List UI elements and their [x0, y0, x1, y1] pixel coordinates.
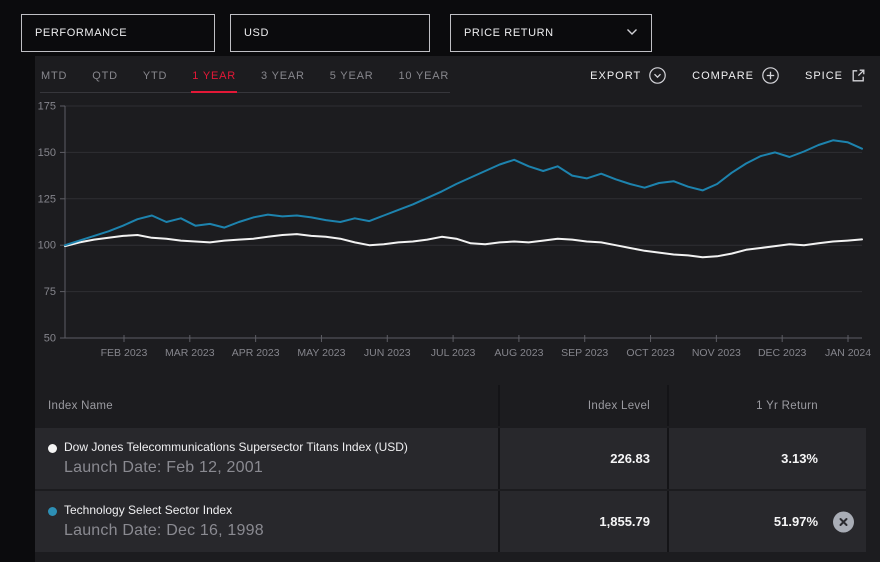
- svg-text:75: 75: [44, 286, 56, 298]
- return-type-label: PRICE RETURN: [464, 27, 554, 39]
- spice-button[interactable]: SPICE: [805, 68, 866, 83]
- table-row-technology-select: Technology Select Sector Index Launch Da…: [35, 491, 866, 552]
- performance-chart[interactable]: 175 150 125 100 75 50 FEB 2023 MAR 2023 APR 2023…: [35, 100, 866, 364]
- launch-date: Launch Date: Feb 12, 2001: [64, 459, 498, 477]
- svg-text:MAY 2023: MAY 2023: [297, 347, 345, 359]
- series-dot-blue: [48, 507, 57, 516]
- tab-3-year[interactable]: 3 YEAR: [260, 66, 306, 93]
- performance-page: PERFORMANCE USD PRICE RETURN MTD QTD YTD…: [0, 0, 880, 562]
- launch-date: Launch Date: Dec 16, 1998: [64, 522, 498, 540]
- svg-text:100: 100: [38, 240, 56, 252]
- index-name: Technology Select Sector Index: [64, 503, 498, 517]
- return-value: 3.13%: [781, 451, 818, 466]
- return-value: 51.97%: [774, 514, 818, 529]
- performance-chart-svg[interactable]: 175 150 125 100 75 50 FEB 2023 MAR 2023 APR 2023…: [35, 100, 866, 364]
- index-table-header: Index Name Index Level 1 Yr Return: [35, 385, 866, 426]
- svg-text:JUL 2023: JUL 2023: [431, 347, 476, 359]
- spice-label: SPICE: [805, 70, 843, 82]
- period-tab-list: MTD QTD YTD 1 YEAR 3 YEAR 5 YEAR 10 YEAR: [40, 66, 450, 93]
- export-chevron-circle-icon: [649, 67, 666, 84]
- svg-text:OCT 2023: OCT 2023: [626, 347, 674, 359]
- period-tabs-row: MTD QTD YTD 1 YEAR 3 YEAR 5 YEAR 10 YEAR…: [40, 66, 866, 93]
- external-link-icon: [851, 68, 866, 83]
- svg-text:APR 2023: APR 2023: [232, 347, 280, 359]
- compare-label: COMPARE: [692, 70, 754, 82]
- svg-text:FEB 2023: FEB 2023: [101, 347, 148, 359]
- performance-filter-label: PERFORMANCE: [35, 27, 127, 39]
- tab-mtd[interactable]: MTD: [40, 66, 68, 93]
- svg-text:NOV 2023: NOV 2023: [692, 347, 741, 359]
- performance-filter-dropdown[interactable]: PERFORMANCE: [21, 14, 215, 52]
- column-header-index-level: Index Level: [498, 385, 667, 426]
- tab-qtd[interactable]: QTD: [91, 66, 119, 93]
- index-level-value: 1,855.79: [498, 491, 667, 552]
- export-label: EXPORT: [590, 70, 641, 82]
- index-level-value: 226.83: [498, 428, 667, 489]
- index-name: Dow Jones Telecommunications Supersector…: [64, 440, 498, 454]
- svg-text:JUN 2023: JUN 2023: [364, 347, 411, 359]
- svg-text:AUG 2023: AUG 2023: [494, 347, 543, 359]
- svg-text:150: 150: [38, 147, 56, 159]
- svg-text:125: 125: [38, 193, 56, 205]
- table-row-dow-jones-telecom: Dow Jones Telecommunications Supersector…: [35, 428, 866, 489]
- remove-index-button[interactable]: [833, 511, 854, 532]
- chart-actions: EXPORT COMPARE SPICE: [590, 67, 866, 93]
- chart-panel: MTD QTD YTD 1 YEAR 3 YEAR 5 YEAR 10 YEAR…: [35, 56, 880, 562]
- currency-filter-dropdown[interactable]: USD: [230, 14, 430, 52]
- compare-plus-circle-icon: [762, 67, 779, 84]
- column-header-1yr-return: 1 Yr Return: [667, 385, 866, 426]
- series-dot-white: [48, 444, 57, 453]
- compare-button[interactable]: COMPARE: [692, 67, 779, 84]
- svg-text:MAR 2023: MAR 2023: [165, 347, 215, 359]
- svg-text:JAN 2024: JAN 2024: [825, 347, 871, 359]
- tab-ytd[interactable]: YTD: [142, 66, 168, 93]
- svg-text:175: 175: [38, 101, 56, 113]
- currency-filter-label: USD: [244, 27, 269, 39]
- tab-5-year[interactable]: 5 YEAR: [329, 66, 375, 93]
- tab-10-year[interactable]: 10 YEAR: [397, 66, 450, 93]
- column-header-index-name: Index Name: [35, 385, 498, 426]
- svg-text:50: 50: [44, 333, 56, 345]
- index-table: Index Name Index Level 1 Yr Return Dow J…: [35, 385, 866, 554]
- tab-1-year[interactable]: 1 YEAR: [191, 66, 237, 93]
- svg-text:DEC 2023: DEC 2023: [758, 347, 807, 359]
- export-button[interactable]: EXPORT: [590, 67, 666, 84]
- chevron-down-icon: [626, 27, 638, 39]
- close-icon: [839, 517, 848, 526]
- return-type-dropdown[interactable]: PRICE RETURN: [450, 14, 652, 52]
- svg-text:SEP 2023: SEP 2023: [561, 347, 608, 359]
